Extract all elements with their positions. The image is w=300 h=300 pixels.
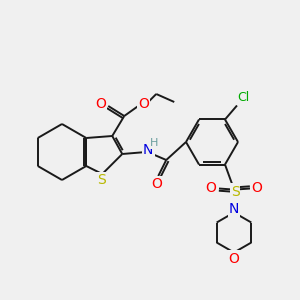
Text: O: O	[229, 251, 239, 266]
Text: O: O	[138, 97, 149, 111]
Text: H: H	[150, 138, 158, 148]
Text: O: O	[95, 97, 106, 111]
Text: O: O	[151, 177, 162, 191]
Text: S: S	[97, 173, 106, 187]
Text: N: N	[143, 143, 153, 157]
Text: Cl: Cl	[237, 91, 249, 104]
Text: N: N	[229, 202, 239, 215]
Text: O: O	[206, 181, 216, 194]
Text: S: S	[231, 184, 239, 199]
Text: O: O	[252, 181, 262, 194]
